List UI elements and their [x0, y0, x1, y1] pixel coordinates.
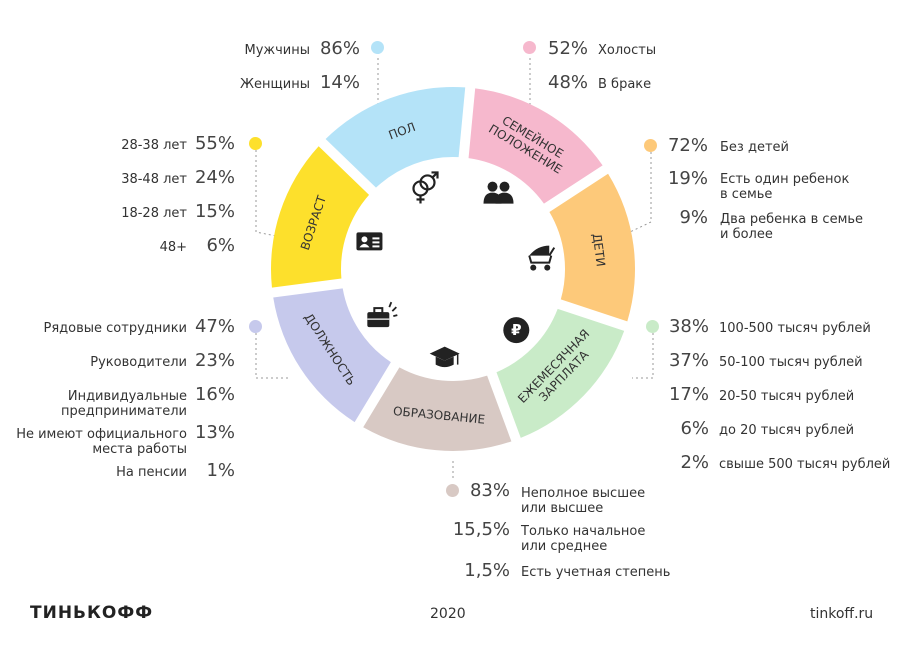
briefcase-icon	[367, 301, 398, 328]
legend-dot-deti	[644, 139, 657, 152]
legend-dot-semeynoe	[523, 41, 536, 54]
segment-obrazovanie	[363, 367, 512, 451]
label-deti-1: Есть один ребенок в семье	[720, 172, 850, 202]
pct-vozrast-2: 15%	[194, 201, 235, 222]
label-dolzhnost-1: Руководители	[90, 355, 187, 370]
label-deti-2: Два ребенка в семье и более	[720, 212, 864, 242]
pct-semeynoe-1: 48%	[548, 72, 589, 93]
label-vozrast-1: 38-48 лет	[121, 172, 187, 187]
graduation-cap-icon	[429, 346, 460, 368]
gender-icon	[412, 171, 439, 204]
pct-zarplata-1: 37%	[668, 350, 709, 371]
label-dolzhnost-3: Не имеют официального места работы	[16, 427, 187, 457]
pct-zarplata-0: 38%	[668, 316, 709, 337]
segment-pol	[325, 87, 466, 188]
label-zarplata-0: 100-500 тысяч рублей	[719, 321, 871, 336]
label-dolzhnost-0: Рядовые сотрудники	[43, 321, 187, 336]
segment-dolzhnost	[273, 288, 391, 423]
pct-obrazovanie-2: 1,5%	[464, 560, 510, 581]
pct-dolzhnost-0: 47%	[194, 316, 235, 337]
pct-dolzhnost-4: 1%	[206, 460, 235, 481]
pct-zarplata-3: 6%	[680, 418, 709, 439]
couple-icon	[483, 181, 514, 204]
pct-zarplata-2: 17%	[668, 384, 709, 405]
segment-deti	[549, 173, 636, 322]
legend-dot-pol	[371, 41, 384, 54]
pct-deti-2: 9%	[679, 207, 708, 228]
leader-line-zarplata	[632, 333, 654, 379]
pct-semeynoe-0: 52%	[548, 38, 589, 59]
pct-deti-0: 72%	[667, 135, 708, 156]
label-obrazovanie-1: Только начальное или среднее	[521, 524, 646, 554]
pct-deti-1: 19%	[667, 168, 708, 189]
label-zarplata-4: свыше 500 тысяч рублей	[719, 457, 891, 472]
leader-line-dolzhnost	[255, 333, 290, 379]
segment-zarplata	[496, 308, 625, 438]
pct-dolzhnost-2: 16%	[194, 384, 235, 405]
pct-dolzhnost-3: 13%	[194, 422, 235, 443]
label-pol-0: Мужчины	[244, 43, 310, 58]
segment-semeynoe	[468, 88, 603, 204]
footer-year: 2020	[430, 606, 466, 622]
pct-vozrast-3: 6%	[206, 235, 235, 256]
label-dolzhnost-2: Индивидуальные предприниматели	[61, 389, 187, 419]
label-vozrast-3: 48+	[159, 240, 187, 255]
legend-dot-obrazovanie	[446, 484, 459, 497]
label-vozrast-2: 18-28 лет	[121, 206, 187, 221]
brand-logo: ТИНЬКОФФ	[30, 603, 154, 623]
leader-line-vozrast	[255, 150, 277, 237]
stroller-icon	[528, 245, 556, 271]
label-semeynoe-1: В браке	[598, 77, 652, 92]
pct-vozrast-0: 55%	[194, 133, 235, 154]
label-zarplata-1: 50-100 тысяч рублей	[719, 355, 863, 370]
label-obrazovanie-2: Есть учетная степень	[521, 565, 671, 580]
pct-pol-1: 14%	[319, 72, 360, 93]
svg-text:₽: ₽	[511, 321, 521, 339]
segment-vozrast	[270, 146, 370, 288]
pct-zarplata-4: 2%	[680, 452, 709, 473]
label-dolzhnost-4: На пенсии	[116, 465, 187, 480]
pct-dolzhnost-1: 23%	[194, 350, 235, 371]
legend-dot-zarplata	[646, 320, 659, 333]
label-semeynoe-0: Холосты	[598, 43, 657, 58]
legend-dot-dolzhnost	[249, 320, 262, 333]
pct-pol-0: 86%	[319, 38, 360, 59]
label-pol-1: Женщины	[240, 77, 310, 92]
footer-site: tinkoff.ru	[810, 606, 874, 622]
legend-dot-vozrast	[249, 137, 262, 150]
label-zarplata-3: до 20 тысяч рублей	[719, 423, 855, 438]
label-deti-0: Без детей	[720, 140, 789, 155]
ruble-icon: ₽	[503, 317, 530, 344]
pct-obrazovanie-0: 83%	[469, 480, 510, 501]
label-zarplata-2: 20-50 тысяч рублей	[719, 389, 855, 404]
pct-obrazovanie-1: 15,5%	[452, 519, 510, 540]
segment-label-deti: ДЕТИ	[590, 233, 608, 268]
label-obrazovanie-0: Неполное высшее или высшее	[521, 486, 646, 516]
pct-vozrast-1: 24%	[194, 167, 235, 188]
label-vozrast-0: 28-38 лет	[121, 138, 187, 153]
id-card-icon	[356, 232, 383, 251]
leader-line-deti	[629, 152, 652, 233]
